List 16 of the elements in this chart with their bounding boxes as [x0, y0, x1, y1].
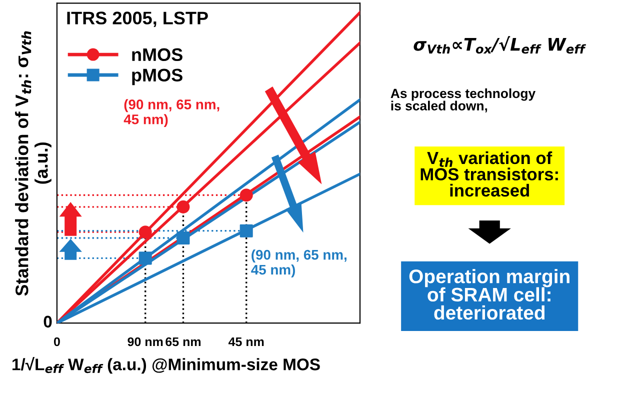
text: σ$_{Vth}$∝T$_{ox}$/√L$_{eff}$ W$_{eff}$ — [414, 36, 586, 54]
chart-title: ITRS 2005, LSTP — [67, 12, 208, 28]
text: V$_{th}$ variation of MOS transistors: increased — [420, 151, 558, 197]
x-axis-title: 1/√L$_{eff}$ W$_{eff}$ (a.u.) @Minimum-size MOS — [12, 356, 320, 374]
text: 0 — [44, 316, 52, 328]
legend-label: nMOS — [132, 48, 182, 62]
annotation: (90 nm, 65 nm, 45 nm) — [124, 99, 220, 128]
x-tick-label: 65 nm — [166, 337, 201, 346]
x-tick-label: 0 — [54, 337, 60, 346]
text: As process technology is scaled down, — [390, 88, 536, 112]
text: Standard deviation of V$_{th}$: σ$_{Vth}$ (a.u.) — [15, 31, 52, 296]
legend-label: pMOS — [132, 68, 182, 86]
x-tick-label: 45 nm — [228, 337, 264, 346]
text: Operation margin of SRAM cell: deteriorated — [409, 269, 570, 320]
annotation: (90 nm, 65 nm, 45 nm) — [251, 250, 346, 278]
x-tick-label: 90 nm — [128, 337, 163, 346]
